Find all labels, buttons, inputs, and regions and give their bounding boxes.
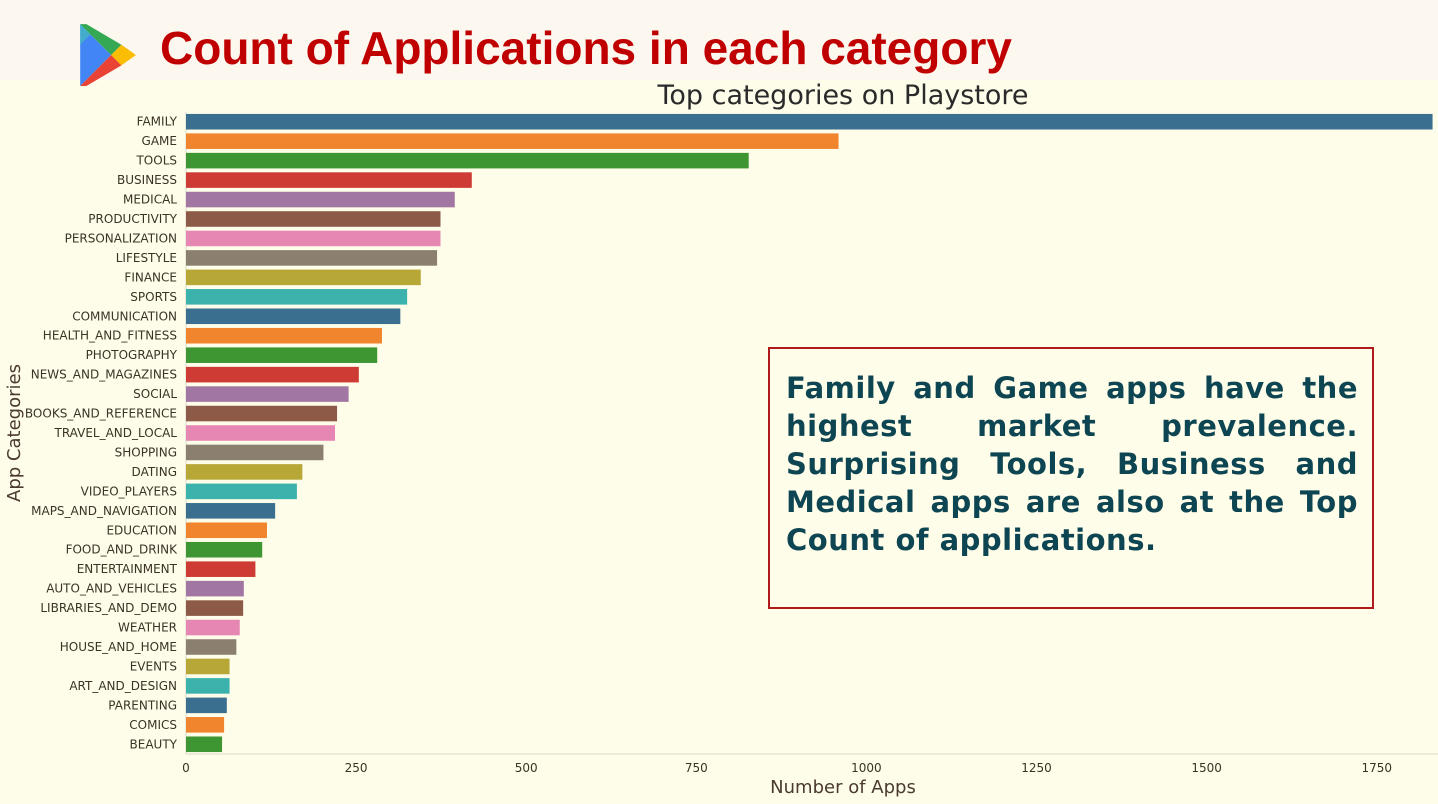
bar-communication [186,308,401,325]
y-tick-label: GAME [142,134,177,148]
x-tick-label: 1000 [851,761,882,775]
y-tick-label: FINANCE [124,270,177,284]
y-tick-label: FOOD_AND_DRINK [66,543,179,557]
y-tick-label: BUSINESS [117,173,177,187]
y-tick-label: SPORTS [130,290,177,304]
bar-art-and-design [186,678,230,694]
bar-comics [186,717,225,733]
bar-health-and-fitness [186,327,382,344]
bar-beauty [186,736,223,753]
x-axis-label: Number of Apps [770,777,916,798]
bar-productivity [186,211,441,227]
bar-dating [186,464,303,480]
x-tick-label: 1250 [1021,761,1052,775]
chart-title: Top categories on Playstore [656,80,1028,111]
bar-auto-and-vehicles [186,580,244,597]
bar-education [186,522,267,539]
bar-social [186,386,349,402]
bar-tools [186,152,749,169]
y-tick-label: PERSONALIZATION [65,231,177,245]
y-tick-label: MAPS_AND_NAVIGATION [31,504,177,518]
slide-title: Count of Applications in each category [160,22,1012,74]
x-tick-label: 1750 [1361,761,1392,775]
bar-business [186,172,472,188]
bar-food-and-drink [186,541,263,558]
bar-weather [186,619,240,636]
bar-family [186,113,1433,130]
y-tick-label: EDUCATION [106,523,177,537]
y-tick-label: SHOPPING [115,445,177,459]
y-tick-label: DATING [132,465,177,479]
x-tick-label: 500 [515,761,538,775]
y-tick-label: WEATHER [118,621,177,635]
bar-personalization [186,230,441,247]
y-tick-label: SOCIAL [133,387,177,401]
y-tick-label: COMICS [129,718,177,732]
y-tick-label: EVENTS [130,659,177,673]
bar-libraries-and-demo [186,600,244,616]
y-tick-label: NEWS_AND_MAGAZINES [31,368,177,382]
bar-game [186,133,839,149]
y-tick-label: BOOKS_AND_REFERENCE [25,407,177,421]
google-play-icon [80,24,136,86]
bar-medical [186,191,455,208]
bar-shopping [186,444,324,461]
slide-header: Count of Applications in each category [0,0,1438,86]
bar-maps-and-navigation [186,503,276,519]
y-tick-label: FAMILY [137,115,178,129]
y-tick-label: HEALTH_AND_FITNESS [43,329,177,343]
bar-parenting [186,697,227,714]
bar-video-players [186,483,297,500]
bar-entertainment [186,561,256,577]
x-tick-label: 1500 [1191,761,1222,775]
bar-events [186,658,230,675]
y-tick-label: PHOTOGRAPHY [86,348,178,362]
y-tick-label: COMMUNICATION [72,309,177,323]
bar-travel-and-local [186,425,336,441]
y-tick-label: HOUSE_AND_HOME [60,640,177,654]
bar-lifestyle [186,250,438,266]
y-tick-label: AUTO_AND_VEHICLES [46,582,177,596]
y-tick-label: BEAUTY [130,737,178,751]
y-tick-label: TOOLS [135,154,177,168]
x-tick-label: 250 [345,761,368,775]
y-tick-label: LIFESTYLE [116,251,177,265]
x-tick-label: 0 [182,761,190,775]
bar-books-and-reference [186,405,338,422]
x-tick-label: 750 [685,761,708,775]
bar-photography [186,347,378,363]
insight-callout: Family and Game apps have the highest ma… [768,347,1374,609]
y-tick-label: ENTERTAINMENT [77,562,178,576]
bar-news-and-magazines [186,366,359,383]
y-tick-label: PRODUCTIVITY [88,212,177,226]
bar-sports [186,289,408,305]
y-tick-label: MEDICAL [123,193,177,207]
y-tick-label: VIDEO_PLAYERS [81,484,177,498]
y-tick-label: LIBRARIES_AND_DEMO [40,601,177,615]
y-axis-label: App Categories [4,364,25,502]
bar-house-and-home [186,639,237,655]
y-tick-label: PARENTING [108,698,177,712]
bar-finance [186,269,421,286]
y-tick-label: TRAVEL_AND_LOCAL [53,426,177,440]
y-tick-label: ART_AND_DESIGN [69,679,177,693]
